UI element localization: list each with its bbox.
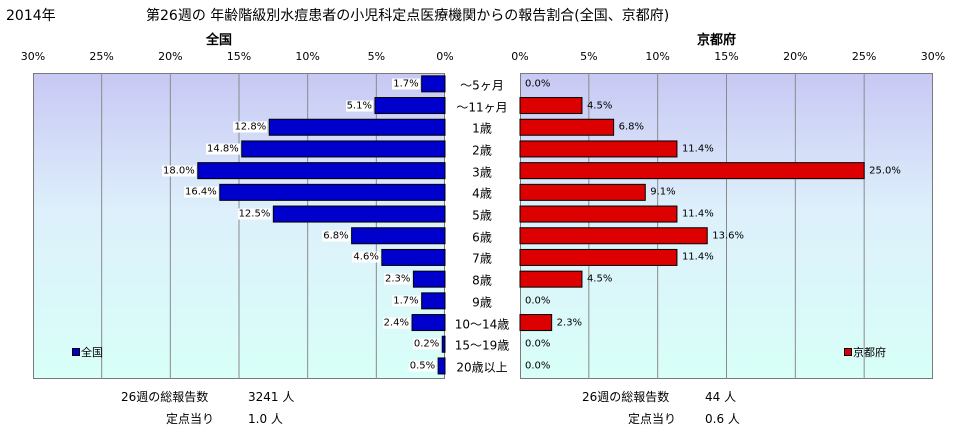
national-bar	[381, 248, 446, 266]
national-per-site-value: 1.0 人	[248, 412, 283, 426]
national-data-label: 14.8%	[205, 143, 240, 155]
left-tick-label: 5%	[367, 50, 386, 63]
kyoto-data-label: 4.5%	[586, 100, 613, 112]
kyoto-data-label: 11.4%	[681, 143, 714, 155]
national-data-label: 4.6%	[352, 251, 380, 263]
national-bar	[437, 357, 446, 375]
national-bar	[219, 183, 446, 201]
kyoto-data-label: 6.8%	[618, 121, 645, 133]
national-bar	[421, 75, 446, 93]
kyoto-data-label: 11.4%	[681, 208, 714, 220]
right-tick-label: 0%	[511, 50, 529, 63]
national-bar	[374, 97, 446, 115]
kyoto-total-value: 44 人	[705, 390, 737, 404]
national-data-label: 16.4%	[184, 186, 218, 198]
left-tick-label: 15%	[226, 50, 252, 63]
age-category-label: ～5ヶ月	[460, 78, 504, 93]
kyoto-bar	[519, 118, 615, 136]
chart-title: 第26週の 年齢階級別水痘患者の小児科定点医療機関からの報告割合(全国、京都府)	[146, 8, 670, 24]
age-category-label: 7歳	[472, 251, 492, 266]
national-per-site-label: 定点当り	[166, 412, 215, 426]
national-data-label: 2.4%	[382, 317, 411, 329]
kyoto-per-site-value: 0.6 人	[705, 412, 740, 426]
kyoto-data-label: 13.6%	[712, 230, 744, 242]
kyoto-bar	[519, 314, 553, 332]
right-tick-label: 5%	[580, 50, 598, 63]
right-tick-label: 20%	[783, 50, 808, 63]
left-tick-label: 25%	[89, 50, 114, 63]
age-category-label: 6歳	[472, 230, 492, 245]
legend-swatch-kyoto	[844, 348, 852, 356]
kyoto-bar	[519, 97, 583, 115]
age-category-label: 10～14歳	[454, 317, 510, 332]
left-chart-title: 全国	[206, 33, 233, 48]
national-bar	[241, 140, 446, 158]
national-data-label: 0.2%	[412, 338, 441, 350]
kyoto-bar	[519, 183, 646, 201]
age-category-label: 15～19歳	[454, 338, 510, 353]
right-tick-label: 15%	[714, 50, 739, 63]
national-bar	[268, 118, 446, 136]
national-bar	[197, 162, 446, 180]
age-category-label: 1歳	[472, 121, 492, 136]
national-bar	[272, 205, 446, 223]
national-bar	[412, 270, 446, 288]
kyoto-data-label: 0.0%	[525, 338, 551, 350]
right-tick-label: 10%	[645, 50, 670, 63]
legend-label-national: 全国	[81, 346, 103, 359]
national-data-label: 1.7%	[392, 78, 420, 90]
national-data-label: 6.8%	[322, 230, 350, 242]
kyoto-bar	[519, 227, 708, 245]
kyoto-bar	[519, 248, 678, 266]
national-total-value: 3241 人	[248, 390, 295, 404]
left-tick-label: 0%	[436, 50, 454, 63]
national-data-label: 5.1%	[345, 100, 373, 112]
national-bar	[441, 335, 446, 353]
left-tick-label: 30%	[20, 50, 46, 63]
national-data-label: 12.8%	[233, 121, 268, 133]
age-category-label: 5歳	[472, 208, 492, 223]
national-data-label: 2.3%	[384, 273, 412, 285]
right-tick-label: 30%	[920, 50, 946, 63]
national-total-label: 26週の総報告数	[121, 390, 209, 404]
age-category-label: 8歳	[472, 273, 492, 288]
legend-swatch-national	[72, 348, 80, 356]
year-label: 2014年	[6, 8, 56, 24]
kyoto-bar	[519, 162, 865, 180]
left-tick-label: 20%	[158, 50, 183, 63]
legend-label-kyoto: 京都府	[853, 346, 886, 359]
national-data-label: 18.0%	[162, 165, 196, 177]
kyoto-data-label: 0.0%	[525, 78, 551, 90]
legend-national: 全国	[72, 344, 103, 360]
kyoto-data-label: 25.0%	[869, 165, 901, 177]
right-tick-label: 25%	[851, 50, 877, 63]
kyoto-data-label: 0.0%	[525, 295, 551, 307]
age-category-label: 20歳以上	[456, 360, 508, 375]
kyoto-bar	[519, 140, 678, 158]
national-bar	[351, 227, 446, 245]
national-bar	[411, 314, 446, 332]
kyoto-data-label: 0.0%	[525, 360, 551, 372]
national-data-label: 1.7%	[392, 295, 420, 307]
left-tick-label: 10%	[295, 50, 320, 63]
age-category-label: 3歳	[472, 165, 492, 180]
age-category-label: 9歳	[472, 295, 492, 310]
kyoto-data-label: 4.5%	[586, 273, 613, 285]
national-bar	[421, 292, 446, 310]
age-category-label: 4歳	[472, 186, 492, 201]
right-chart-title: 京都府	[697, 33, 737, 48]
kyoto-bar	[519, 205, 678, 223]
age-category-label: 2歳	[472, 143, 492, 158]
national-data-label: 0.5%	[408, 360, 437, 372]
kyoto-data-label: 9.1%	[650, 186, 676, 198]
kyoto-per-site-label: 定点当り	[628, 412, 677, 426]
age-category-label: ～11ヶ月	[456, 100, 508, 115]
kyoto-bar	[519, 270, 583, 288]
kyoto-data-label: 11.4%	[681, 251, 714, 263]
legend-kyoto: 京都府	[844, 344, 886, 360]
national-data-label: 12.5%	[237, 208, 272, 220]
kyoto-data-label: 2.3%	[556, 317, 583, 329]
kyoto-total-label: 26週の総報告数	[582, 390, 670, 404]
